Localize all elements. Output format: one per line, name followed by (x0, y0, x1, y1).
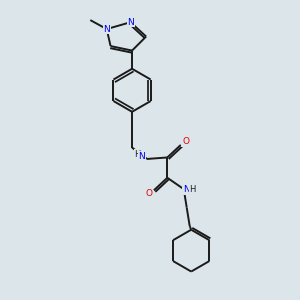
Text: N: N (103, 25, 110, 34)
Text: H: H (190, 185, 196, 194)
Text: O: O (182, 137, 189, 146)
Text: N: N (183, 185, 190, 194)
Text: O: O (146, 189, 153, 198)
Text: N: N (139, 152, 145, 161)
Text: H: H (134, 150, 141, 159)
Text: N: N (127, 18, 134, 27)
